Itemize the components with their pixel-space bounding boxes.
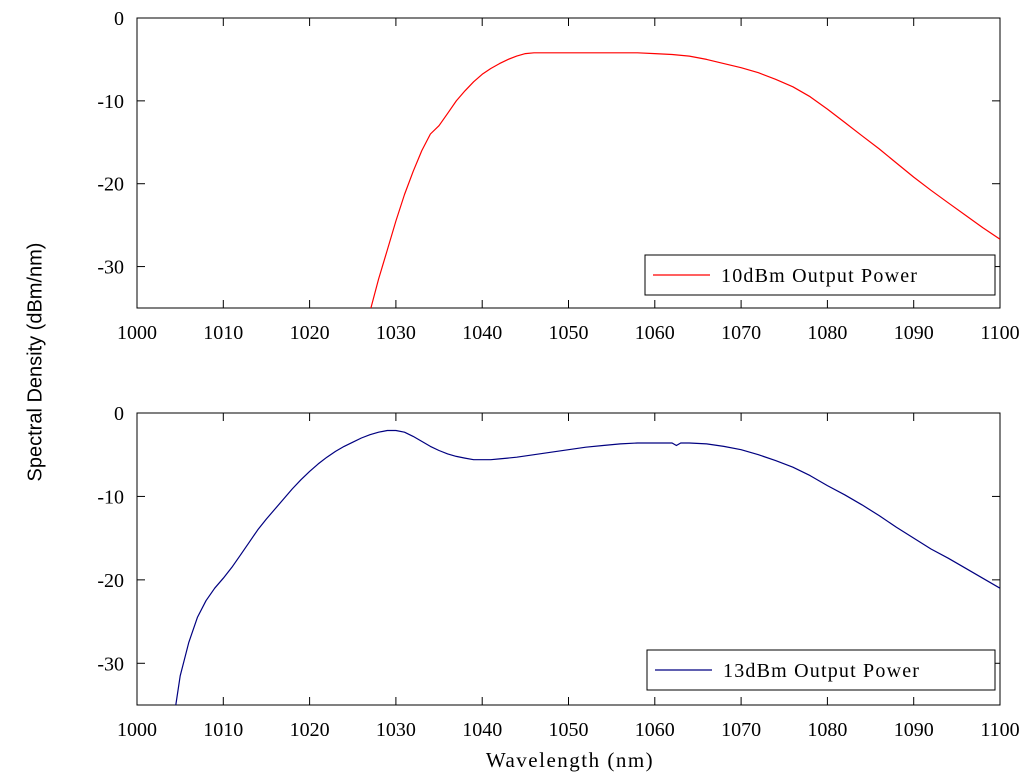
x-tick-label: 1050 [549,322,589,344]
y-tick-label: -10 [97,91,124,113]
series-line [370,52,1000,308]
y-tick-label: -10 [97,486,124,508]
y-tick-label: 0 [114,403,124,425]
series-line [175,429,1000,705]
x-tick-label: 1090 [894,719,934,741]
legend-label: 13dBm Output Power [723,660,920,682]
x-tick-label: 1060 [635,322,675,344]
x-tick-label: 1070 [721,322,761,344]
y-tick-label: -20 [97,174,124,196]
y-tick-label: -20 [97,570,124,592]
x-tick-label: 1050 [549,719,589,741]
legend-box [644,254,996,296]
x-tick-label: 1010 [203,719,243,741]
x-tick-label: 1010 [203,322,243,344]
x-tick-label: 1060 [635,719,675,741]
x-tick-label: 1000 [117,322,157,344]
x-tick-label: 1100 [980,719,1019,741]
legend-label: 10dBm Output Power [721,265,918,287]
y-axis-label: Spectral Density (dBm/nm) [24,242,47,482]
x-tick-label: 1100 [980,322,1019,344]
x-tick-label: 1080 [807,322,847,344]
x-tick-label: 1040 [462,719,502,741]
bottom-subplot: 1000 1010 1020 1030 1040 1050 1060 1070 1080 1090… [97,403,1019,741]
y-tick-label: 0 [114,8,124,30]
x-tick-label: 1020 [290,322,330,344]
x-tick-label: 1020 [290,719,330,741]
y-tick-label: -30 [97,653,124,675]
x-tick-label: 1040 [462,322,502,344]
x-tick-label: 1080 [807,719,847,741]
x-axis-label: Wavelength (nm) [485,748,655,772]
x-tick-label: 1030 [376,322,416,344]
x-tick-label: 1030 [376,719,416,741]
x-tick-label: 1000 [117,719,157,741]
y-tick-label: -30 [97,257,124,279]
x-tick-label: 1070 [721,719,761,741]
top-subplot: 1000 1010 1020 1030 1040 1050 1060 1070 1080 1090… [97,8,1019,344]
x-tick-label: 1090 [894,322,934,344]
